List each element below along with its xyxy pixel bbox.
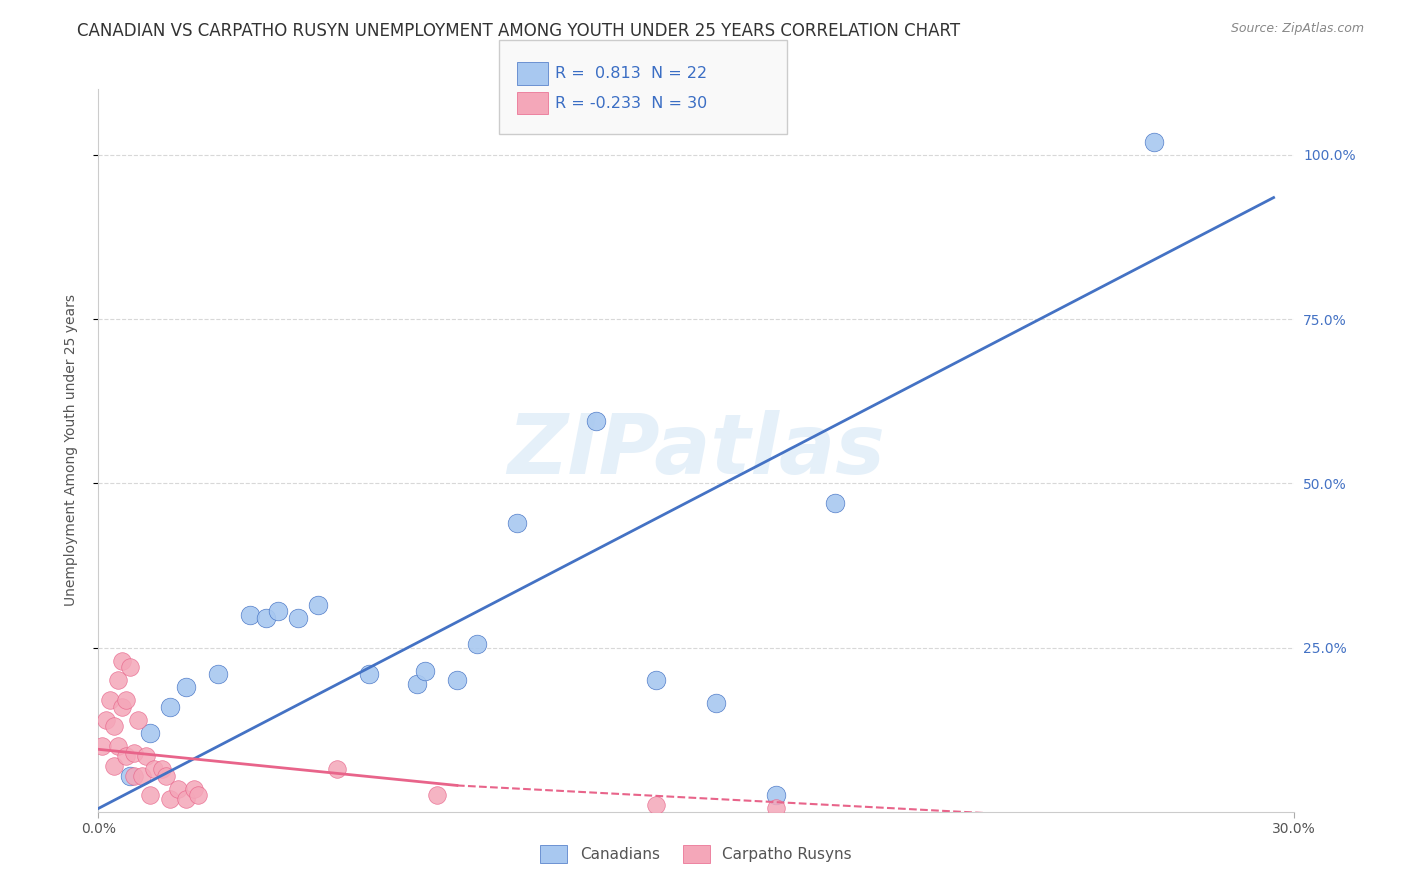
Point	[143, 762, 166, 776]
Point	[267, 604, 290, 618]
Legend: Canadians, Carpatho Rusyns: Canadians, Carpatho Rusyns	[534, 839, 858, 869]
Point	[159, 699, 181, 714]
Point	[167, 781, 190, 796]
Point	[187, 789, 209, 803]
Point	[155, 769, 177, 783]
Point	[115, 693, 138, 707]
Point	[111, 699, 134, 714]
Point	[174, 791, 197, 805]
Point	[287, 611, 309, 625]
Point	[765, 789, 787, 803]
Text: R = -0.233  N = 30: R = -0.233 N = 30	[555, 95, 707, 111]
Point	[127, 713, 149, 727]
Point	[307, 598, 329, 612]
Text: ZIPatlas: ZIPatlas	[508, 410, 884, 491]
Point	[98, 693, 122, 707]
Point	[120, 769, 142, 783]
Text: Source: ZipAtlas.com: Source: ZipAtlas.com	[1230, 22, 1364, 36]
Point	[506, 516, 529, 530]
Point	[645, 673, 668, 688]
Point	[359, 666, 381, 681]
Point	[413, 664, 436, 678]
Point	[645, 798, 668, 813]
Point	[446, 673, 468, 688]
Text: R =  0.813  N = 22: R = 0.813 N = 22	[555, 66, 707, 81]
Point	[124, 769, 146, 783]
Point	[107, 739, 129, 753]
Point	[135, 748, 157, 763]
Point	[254, 611, 277, 625]
Point	[585, 414, 607, 428]
Point	[103, 758, 125, 772]
Point	[465, 637, 488, 651]
Point	[91, 739, 114, 753]
Point	[704, 696, 727, 710]
Point	[326, 762, 349, 776]
Point	[103, 719, 125, 733]
Text: CANADIAN VS CARPATHO RUSYN UNEMPLOYMENT AMONG YOUTH UNDER 25 YEARS CORRELATION C: CANADIAN VS CARPATHO RUSYN UNEMPLOYMENT …	[77, 22, 960, 40]
Point	[131, 769, 153, 783]
Point	[159, 791, 181, 805]
Point	[115, 748, 138, 763]
Point	[765, 801, 787, 815]
Point	[406, 676, 429, 690]
Point	[124, 746, 146, 760]
Point	[824, 496, 846, 510]
Point	[426, 789, 449, 803]
Point	[207, 666, 229, 681]
Point	[107, 673, 129, 688]
Point	[150, 762, 173, 776]
Point	[120, 660, 142, 674]
Point	[239, 607, 262, 622]
Point	[174, 680, 197, 694]
Point	[1143, 135, 1166, 149]
Point	[111, 654, 134, 668]
Point	[183, 781, 205, 796]
Point	[139, 726, 162, 740]
Point	[96, 713, 118, 727]
Y-axis label: Unemployment Among Youth under 25 years: Unemployment Among Youth under 25 years	[63, 294, 77, 607]
Point	[139, 789, 162, 803]
